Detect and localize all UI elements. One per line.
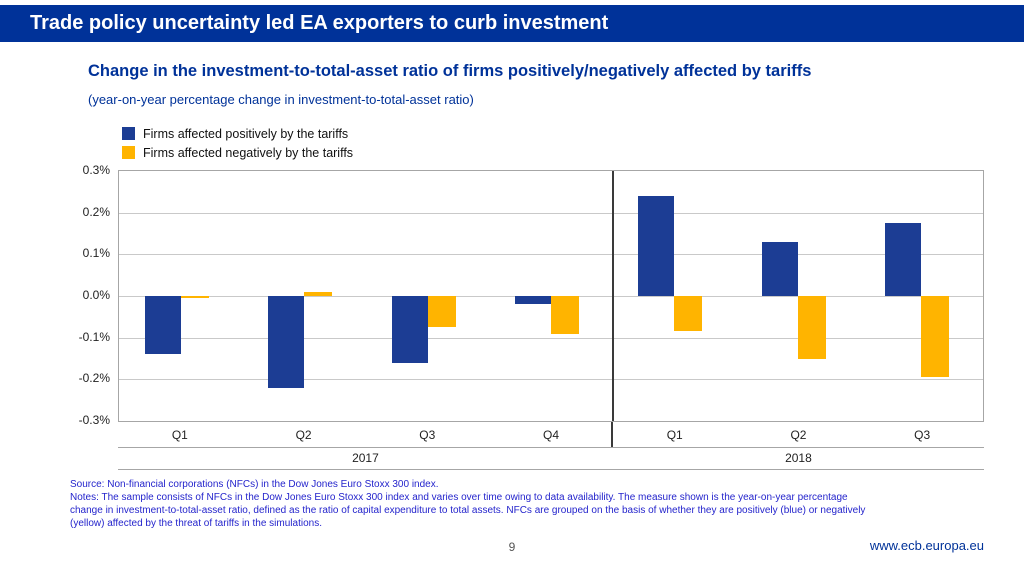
y-tick-label: 0.2% — [82, 204, 110, 219]
notes-block: Source: Non-financial corporations (NFCs… — [70, 478, 870, 530]
bar-chart: 0.3% 0.2% 0.1% 0.0% -0.1% -0.2% -0.3% Q1 Q2 Q3 Q4… — [72, 163, 984, 470]
x-axis: Q1 Q2 Q3 Q4 Q1 Q2 Q3 2017 2018 — [118, 422, 984, 470]
year-divider-line — [610, 422, 613, 447]
y-axis: 0.3% 0.2% 0.1% 0.0% -0.1% -0.2% -0.3% — [72, 163, 118, 427]
y-tick-label: -0.2% — [78, 371, 110, 386]
y-tick-label: -0.3% — [78, 413, 110, 427]
x-tick-label: Q1 — [171, 427, 188, 442]
bar-positive-Q3-6 — [885, 223, 922, 296]
year-label: 2018 — [785, 451, 812, 465]
legend-label-positive: Firms affected positively by the tariffs — [143, 126, 349, 141]
y-tick-label: 0.0% — [82, 288, 110, 302]
notes-text: Notes: The sample consists of NFCs in th… — [70, 492, 866, 529]
bar-positive-Q3-2 — [391, 296, 428, 363]
gridline — [119, 379, 983, 381]
source-text: Source: Non-financial corporations (NFCs… — [70, 479, 439, 490]
bar-negative-Q1-4 — [674, 296, 703, 332]
x-tick-label: Q3 — [419, 427, 436, 442]
x-tick-label: Q1 — [666, 427, 683, 442]
slide-title-banner: Trade policy uncertainty led EA exporter… — [0, 5, 1024, 42]
year-labels: 2017 2018 — [118, 447, 984, 469]
bar-negative-Q3-2 — [427, 296, 456, 328]
y-tick-label: 0.1% — [82, 246, 110, 261]
x-tick-label: Q2 — [295, 427, 312, 442]
legend: Firms affected positively by the tariffs… — [122, 124, 353, 162]
bar-positive-Q1-0 — [144, 296, 181, 355]
bar-positive-Q4-3 — [515, 296, 551, 305]
quarter-labels: Q1 Q2 Q3 Q4 Q1 Q2 Q3 — [118, 422, 984, 447]
legend-swatch-positive-icon — [122, 127, 135, 140]
y-tick-label: 0.3% — [82, 163, 110, 177]
legend-item-negative: Firms affected negatively by the tariffs — [122, 143, 353, 162]
legend-swatch-negative-icon — [122, 146, 135, 159]
legend-item-positive: Firms affected positively by the tariffs — [122, 124, 353, 143]
legend-label-negative: Firms affected negatively by the tariffs — [143, 145, 354, 160]
bar-positive-Q2-1 — [268, 296, 305, 388]
gridline — [119, 337, 983, 339]
page-number: 9 — [508, 540, 516, 554]
x-tick-label: Q3 — [914, 427, 931, 442]
bar-negative-Q1-0 — [180, 296, 209, 299]
slide-title: Trade policy uncertainty led EA exporter… — [30, 12, 609, 34]
plot-area — [118, 170, 984, 422]
x-tick-label: Q2 — [790, 427, 807, 442]
gridline — [119, 212, 983, 214]
bar-negative-Q2-1 — [304, 291, 333, 296]
chart-subtitle: (year-on-year percentage change in inves… — [88, 92, 474, 107]
bar-negative-Q4-3 — [551, 296, 579, 334]
bar-positive-Q2-5 — [761, 241, 798, 296]
website-link[interactable]: www.ecb.europa.eu — [869, 538, 984, 553]
year-divider-line — [611, 171, 614, 421]
year-label: 2017 — [352, 451, 379, 465]
y-tick-label: -0.1% — [78, 329, 110, 344]
gridline — [119, 254, 983, 256]
bar-positive-Q1-4 — [638, 196, 675, 296]
chart-title: Change in the investment-to-total-asset … — [88, 62, 812, 80]
x-tick-label: Q4 — [543, 427, 560, 442]
bar-negative-Q3-6 — [921, 296, 950, 378]
bar-negative-Q2-5 — [797, 296, 826, 359]
